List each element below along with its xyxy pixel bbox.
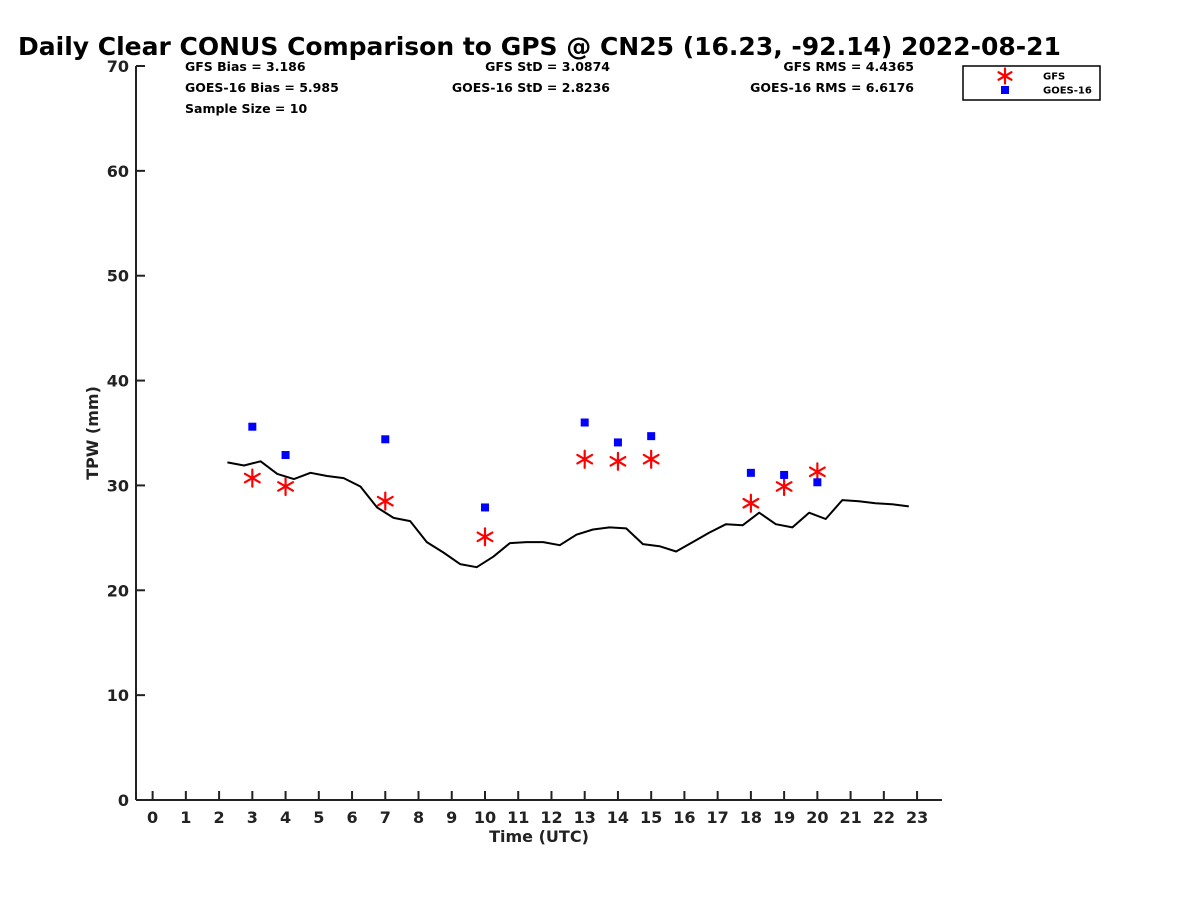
stat-label: GFS RMS = 4.4365 bbox=[783, 59, 914, 74]
gfs-point bbox=[243, 468, 261, 488]
x-tick-label: 23 bbox=[906, 808, 928, 827]
x-tick-label: 5 bbox=[313, 808, 324, 827]
y-tick-label: 50 bbox=[107, 267, 129, 286]
goes-16-point bbox=[746, 468, 755, 477]
gfs-point bbox=[376, 491, 394, 511]
y-tick-label: 20 bbox=[107, 581, 129, 600]
goes-16-point bbox=[613, 438, 622, 447]
gfs-point bbox=[742, 493, 760, 513]
x-tick-label: 17 bbox=[707, 808, 729, 827]
gfs-series bbox=[243, 449, 826, 547]
gfs-point bbox=[775, 476, 793, 497]
x-tick-label: 11 bbox=[507, 808, 529, 827]
x-tick-label: 12 bbox=[540, 808, 562, 827]
legend-box bbox=[962, 65, 1101, 101]
gfs-point bbox=[642, 449, 660, 469]
x-tick-label: 9 bbox=[446, 808, 457, 827]
x-tick-label: 10 bbox=[474, 808, 496, 827]
gfs-point bbox=[808, 462, 826, 482]
gfs-point bbox=[576, 449, 594, 469]
x-tick-label: 16 bbox=[673, 808, 695, 827]
gfs-point bbox=[476, 527, 494, 547]
legend: GFS GOES-16 bbox=[962, 65, 1101, 101]
y-tick-label: 70 bbox=[107, 57, 129, 76]
x-tick-label: 8 bbox=[413, 808, 424, 827]
y-tick-label: 0 bbox=[118, 791, 129, 810]
x-tick-label: 18 bbox=[740, 808, 762, 827]
x-tick-label: 4 bbox=[280, 808, 291, 827]
statistics-panel: GFS Bias = 3.186 GOES-16 Bias = 5.985 Samp… bbox=[185, 59, 914, 116]
x-ticks: 0 1 2 3 4 5 6 7 8 9 10 11 12 13 14 15 16 17 18 19 20 21 22 23 bbox=[147, 791, 928, 827]
chart-title: Daily Clear CONUS Comparison to GPS @ CN… bbox=[18, 32, 1061, 61]
gfs-point bbox=[609, 451, 627, 471]
goes-16-point bbox=[580, 418, 589, 427]
legend-entry-label: GOES-16 bbox=[1043, 86, 1092, 97]
y-tick-label: 40 bbox=[107, 372, 129, 391]
x-tick-label: 19 bbox=[773, 808, 795, 827]
gps-series-line bbox=[227, 460, 909, 569]
y-axis-label: TPW (mm) bbox=[83, 386, 102, 480]
legend-goes16-marker bbox=[1001, 86, 1009, 94]
x-tick-label: 3 bbox=[247, 808, 258, 827]
goes-16-point bbox=[480, 503, 489, 512]
x-tick-label: 0 bbox=[147, 808, 158, 827]
stat-label: Sample Size = 10 bbox=[185, 101, 307, 116]
legend-entry-label: GFS bbox=[1043, 72, 1065, 83]
x-tick-label: 2 bbox=[214, 808, 225, 827]
stat-label: GOES-16 StD = 2.8236 bbox=[452, 80, 610, 95]
x-tick-label: 22 bbox=[873, 808, 895, 827]
goes-16-point bbox=[780, 470, 789, 479]
stat-label: GOES-16 Bias = 5.985 bbox=[185, 80, 339, 95]
goes-16-point bbox=[281, 451, 290, 460]
x-tick-label: 14 bbox=[607, 808, 629, 827]
goes-16-point bbox=[647, 432, 656, 441]
x-axis-label: Time (UTC) bbox=[489, 827, 589, 846]
x-tick-label: 7 bbox=[380, 808, 391, 827]
legend-gfs-marker bbox=[997, 67, 1013, 85]
x-tick-label: 20 bbox=[806, 808, 828, 827]
y-ticks: 0 10 20 30 40 50 60 70 bbox=[107, 57, 145, 810]
y-tick-label: 10 bbox=[107, 686, 129, 705]
goes-16-point bbox=[248, 422, 257, 431]
goes-16-point bbox=[813, 478, 822, 487]
x-tick-label: 21 bbox=[839, 808, 861, 827]
y-tick-label: 60 bbox=[107, 162, 129, 181]
gfs-point bbox=[277, 476, 295, 497]
goes-16-series bbox=[248, 418, 822, 512]
x-tick-label: 1 bbox=[180, 808, 191, 827]
stat-label: GOES-16 RMS = 6.6176 bbox=[750, 80, 914, 95]
y-tick-label: 30 bbox=[107, 476, 129, 495]
stat-label: GFS Bias = 3.186 bbox=[185, 59, 306, 74]
x-tick-label: 15 bbox=[640, 808, 662, 827]
data-series bbox=[227, 418, 909, 569]
goes-16-point bbox=[381, 435, 390, 444]
x-tick-label: 13 bbox=[574, 808, 596, 827]
stat-label: GFS StD = 3.0874 bbox=[485, 59, 610, 74]
x-tick-label: 6 bbox=[346, 808, 357, 827]
plot-axes bbox=[135, 66, 942, 801]
